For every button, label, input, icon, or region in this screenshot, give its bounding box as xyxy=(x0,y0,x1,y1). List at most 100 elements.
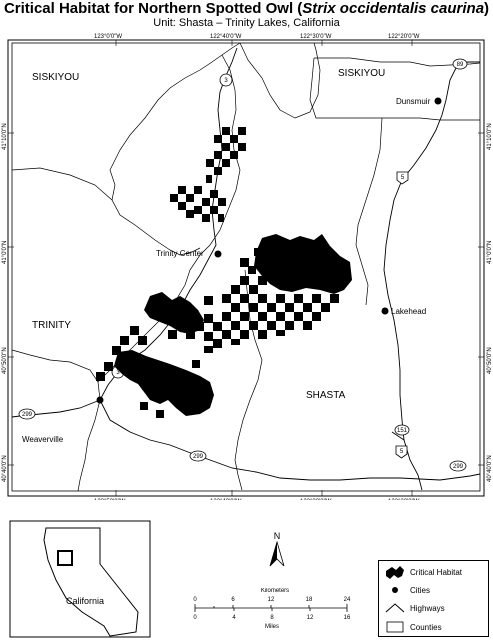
legend: Critical Habitat Cities Highways Countie… xyxy=(378,560,489,637)
shield-299-west: 299 xyxy=(18,408,36,420)
svg-text:Counties: Counties xyxy=(410,623,442,632)
grat-bottom-3: 122°30'0"W xyxy=(300,499,332,500)
grat-bottom-2: 122°40'0"W xyxy=(210,499,242,500)
legend-item-highways: Highways xyxy=(385,603,445,613)
scale-bar: Kilometers 0 6 12 18 24 0 4 8 12 16 Mile… xyxy=(193,588,351,630)
county-line-siskiyou-trinity-west xyxy=(11,167,201,256)
shield-5-south: 5 xyxy=(395,445,408,459)
north-arrow: N xyxy=(269,531,285,567)
svg-text:299: 299 xyxy=(453,464,464,470)
svg-text:18: 18 xyxy=(306,597,313,603)
critical-habitat xyxy=(96,127,352,418)
svg-text:299: 299 xyxy=(22,412,33,418)
svg-text:0: 0 xyxy=(193,597,197,603)
county-line-river-south xyxy=(234,269,263,491)
north-label: N xyxy=(274,531,281,541)
svg-text:Cities: Cities xyxy=(410,586,430,595)
svg-text:0: 0 xyxy=(193,615,197,621)
shield-5-north: 5 xyxy=(396,171,409,185)
svg-text:12: 12 xyxy=(268,597,275,603)
svg-text:3: 3 xyxy=(116,370,120,376)
scale-mi-title: Miles xyxy=(265,624,279,630)
graticule-ticks xyxy=(8,40,484,496)
inset-locator-box xyxy=(57,550,73,566)
grat-right-1: 41°0'0"N xyxy=(487,241,493,264)
highway-shields: 3 89 5 3 299 299 xyxy=(18,58,468,472)
shield-299-east: 299 xyxy=(449,460,467,472)
scale-mi-ticks: 0 4 8 12 16 xyxy=(193,615,351,621)
legend-item-critical-habitat: Critical Habitat xyxy=(386,566,463,579)
grat-bottom-4: 122°20'0"W xyxy=(388,499,420,500)
county-label-siskiyou-west: SISKIYOU xyxy=(32,72,79,83)
grat-top-2: 122°40'0"W xyxy=(210,34,242,40)
highway-3 xyxy=(99,47,238,401)
grat-right-0: 41°10'0"N xyxy=(487,123,493,150)
grat-top-3: 122°30'0"W xyxy=(300,34,332,40)
county-line-siskiyou-shasta xyxy=(309,57,480,121)
inset-map: California xyxy=(9,520,151,638)
svg-text:5: 5 xyxy=(401,175,405,181)
graticule-labels: 123°0'0"W 122°40'0"W 122°30'0"W 122°20'0… xyxy=(2,34,493,500)
shield-3-north: 3 xyxy=(219,73,233,87)
habitat-east-block xyxy=(204,234,352,353)
county-label-trinity: TRINITY xyxy=(32,320,71,331)
main-map: 123°0'0"W 122°40'0"W 122°30'0"W 122°20'0… xyxy=(2,34,493,500)
grat-bottom-1: 123°50'0"W xyxy=(94,499,126,500)
legend-item-cities: Cities xyxy=(392,586,430,595)
city-dunsmuir: Dunsmuir xyxy=(396,97,442,106)
title-suffix: ) xyxy=(484,0,490,17)
highway-299-east xyxy=(99,399,481,481)
highway-299-west xyxy=(11,399,101,418)
county-line-east xyxy=(355,117,383,306)
habitat-north-cluster xyxy=(206,127,246,183)
map-neatline xyxy=(11,42,481,492)
svg-text:89: 89 xyxy=(457,62,464,68)
grat-left-0: 41°10'0"N xyxy=(2,123,8,150)
svg-text:16: 16 xyxy=(344,615,351,621)
habitat-middle-cluster xyxy=(170,186,226,222)
county-line-southwest xyxy=(11,349,101,492)
county-label-shasta: SHASTA xyxy=(306,390,346,401)
habitat-west-block xyxy=(112,292,222,355)
shield-299-middle: 299 xyxy=(189,450,207,462)
grat-top-0: 123°0'0"W xyxy=(94,34,122,40)
highway-151 xyxy=(391,431,405,441)
map-frame xyxy=(7,39,485,497)
county-line-siskiyou-north xyxy=(314,57,481,67)
city-weaverville: Weaverville xyxy=(22,396,104,444)
svg-text:5: 5 xyxy=(400,449,404,455)
svg-text:24: 24 xyxy=(344,597,351,603)
cities: Dunsmuir Trinity Center Lakehead Weaverv… xyxy=(22,97,442,444)
svg-text:Lakehead: Lakehead xyxy=(391,307,426,316)
grat-top-4: 122°20'0"W xyxy=(388,34,420,40)
shield-151: 151 xyxy=(394,424,410,436)
title-species: Strix occidentalis caurina xyxy=(302,0,485,17)
county-line-siskiyou-trinity xyxy=(109,42,241,201)
california-outline xyxy=(43,527,139,637)
svg-text:12: 12 xyxy=(307,615,314,621)
county-line-north xyxy=(239,42,321,119)
title-prefix: Critical Habitat for Northern Spotted Ow… xyxy=(3,0,303,17)
grat-right-3: 40°40'0"N xyxy=(487,455,493,482)
svg-text:Highways: Highways xyxy=(410,604,445,613)
svg-text:Weaverville: Weaverville xyxy=(22,435,64,444)
scale-bar-lines xyxy=(194,604,348,612)
svg-text:299: 299 xyxy=(193,454,204,460)
grat-left-3: 40°40'0"N xyxy=(2,455,8,482)
county-label-siskiyou-east: SISKIYOU xyxy=(338,68,385,79)
grat-right-2: 40°50'0"N xyxy=(487,347,493,374)
county-boundaries xyxy=(11,42,481,492)
grat-left-2: 40°50'0"N xyxy=(2,347,8,374)
svg-text:Trinity Center: Trinity Center xyxy=(156,249,204,258)
svg-text:6: 6 xyxy=(231,597,235,603)
scale-km-ticks: 0 6 12 18 24 xyxy=(193,597,351,603)
city-trinity-center: Trinity Center xyxy=(156,249,222,258)
county-labels: SISKIYOU SISKIYOU TRINITY SHASTA xyxy=(32,68,385,401)
map-subtitle: Unit: Shasta – Trinity Lakes, California xyxy=(153,17,340,29)
inset-label: California xyxy=(66,596,104,606)
scale-km-title: Kilometers xyxy=(261,588,289,594)
svg-text:Dunsmuir: Dunsmuir xyxy=(396,97,431,106)
city-lakehead: Lakehead xyxy=(381,307,426,316)
svg-text:3: 3 xyxy=(224,78,228,84)
